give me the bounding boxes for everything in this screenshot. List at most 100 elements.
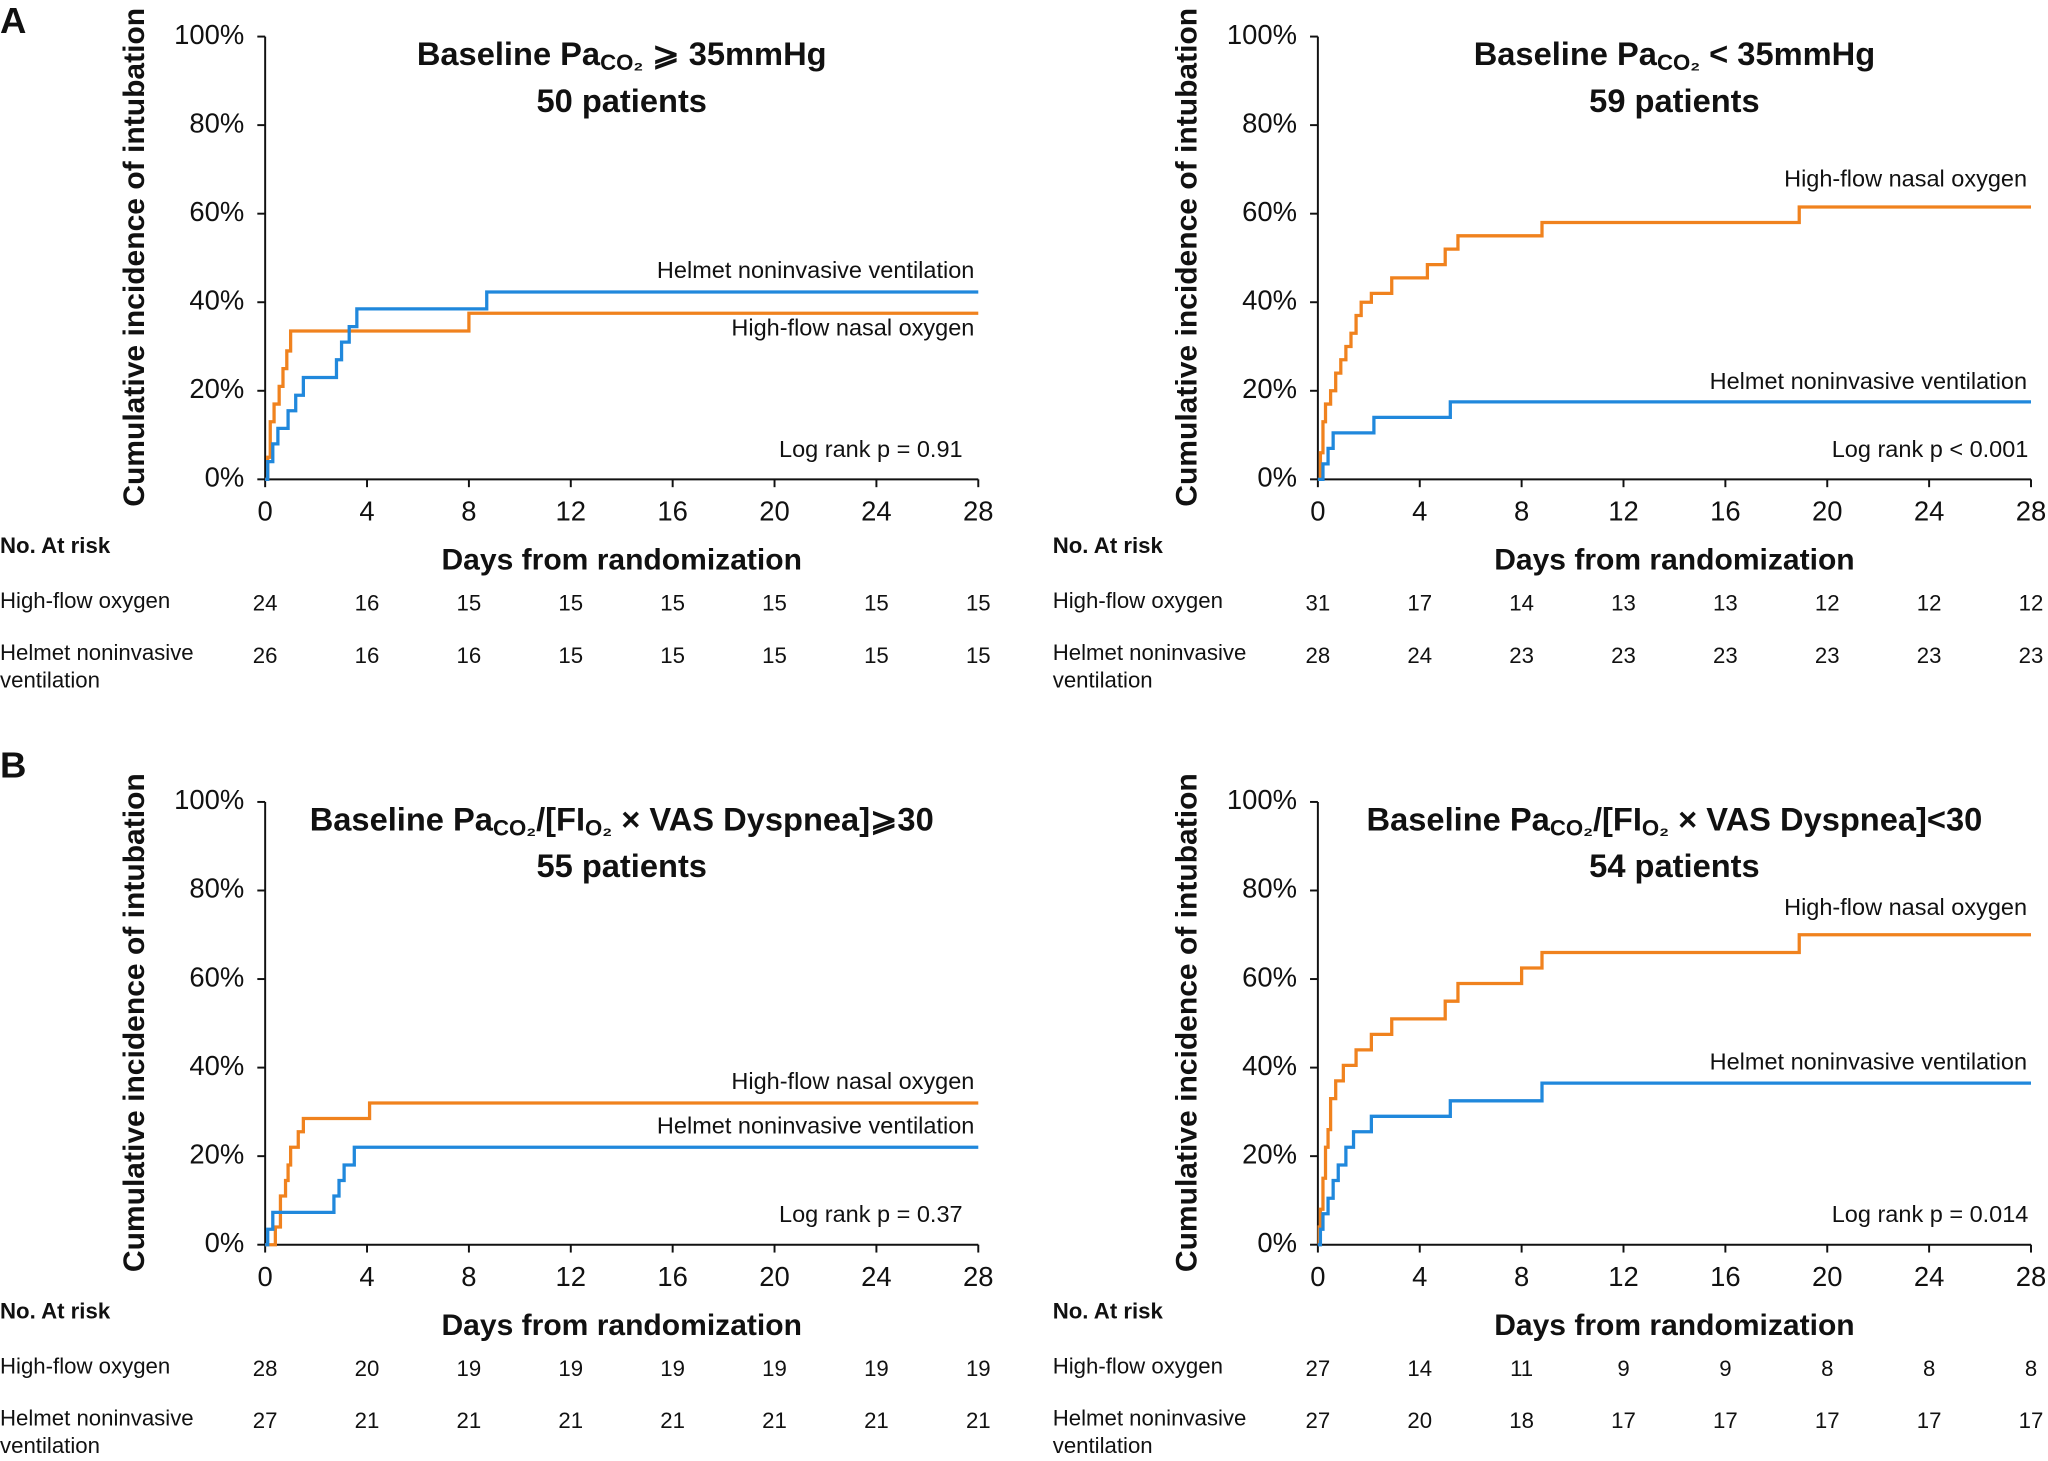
x-tick-label: 20 <box>759 496 789 527</box>
x-tick-label: 20 <box>1812 1261 1842 1292</box>
series-label: High-flow nasal oxygen <box>1784 165 2027 191</box>
title-part: × VAS Dyspnea]<30 <box>1669 800 1982 837</box>
risk-value: 12 <box>1917 591 1942 616</box>
risk-value: 13 <box>1611 591 1636 616</box>
y-axis-label: Cumulative incidence of intubation <box>118 773 151 1272</box>
x-tick-label: 16 <box>1710 496 1740 527</box>
km-curve <box>1317 400 2032 481</box>
risk-value: 14 <box>1509 591 1534 616</box>
y-tick-label: 40% <box>189 284 244 315</box>
series-label: High-flow nasal oxygen <box>731 1068 974 1094</box>
risk-value: 21 <box>660 1408 685 1433</box>
risk-value: 16 <box>457 643 482 668</box>
risk-value: 19 <box>558 1356 583 1381</box>
x-tick-label: 8 <box>1514 1261 1529 1292</box>
title-part: O₂ <box>1642 815 1669 840</box>
risk-value: 23 <box>1611 643 1636 668</box>
title-part: Baseline Pa <box>1367 800 1551 837</box>
risk-header: No. At risk <box>0 533 111 558</box>
title-part: /[FI <box>536 800 585 837</box>
title-part: Baseline Pa <box>310 800 494 837</box>
risk-row-label: ventilation <box>1053 668 1153 693</box>
y-tick-label: 100% <box>1227 784 1297 815</box>
risk-value: 15 <box>558 643 583 668</box>
title-part: O₂ <box>585 815 612 840</box>
km-curve <box>265 1145 979 1247</box>
y-tick-label: 0% <box>1257 1227 1297 1258</box>
x-tick-label: 0 <box>258 496 273 527</box>
risk-value: 17 <box>1407 591 1432 616</box>
x-tick-label: 28 <box>963 1261 993 1292</box>
series-label: Helmet noninvasive ventilation <box>1710 368 2027 394</box>
y-tick-label: 80% <box>1242 107 1297 138</box>
risk-value: 23 <box>1713 643 1738 668</box>
km-curve <box>265 1101 979 1247</box>
chart-subtitle: 54 patients <box>1589 847 1760 884</box>
y-tick-label: 20% <box>189 373 244 404</box>
km-curve <box>265 311 979 481</box>
x-tick-label: 4 <box>359 496 374 527</box>
risk-value: 17 <box>1611 1408 1636 1433</box>
risk-value: 23 <box>2019 643 2044 668</box>
chart-subtitle: 59 patients <box>1589 82 1760 119</box>
risk-value: 15 <box>457 591 482 616</box>
risk-row-label: Helmet noninvasive <box>0 640 194 665</box>
km-curve <box>265 290 979 481</box>
risk-value: 23 <box>1509 643 1534 668</box>
x-tick-label: 8 <box>461 496 476 527</box>
y-tick-label: 60% <box>189 961 244 992</box>
risk-value: 28 <box>1306 643 1331 668</box>
risk-value: 16 <box>355 591 380 616</box>
annotation: Log rank p = 0.91 <box>779 436 963 462</box>
x-tick-label: 28 <box>2016 1261 2046 1292</box>
x-tick-label: 0 <box>258 1261 273 1292</box>
title-part: CO₂ <box>1550 815 1593 840</box>
y-tick-label: 100% <box>174 784 244 815</box>
risk-header: No. At risk <box>1053 533 1164 558</box>
y-tick-label: 60% <box>1242 961 1297 992</box>
title-part: CO₂ <box>493 815 536 840</box>
x-tick-label: 16 <box>657 496 687 527</box>
y-tick-label: 40% <box>1242 1050 1297 1081</box>
panel-label: A <box>0 0 26 41</box>
x-tick-label: 24 <box>861 496 891 527</box>
chart-title: Baseline PaCO₂/[FIO₂ × VAS Dyspnea]<30 <box>1367 800 1983 840</box>
risk-value: 15 <box>966 591 991 616</box>
risk-value: 11 <box>1510 1356 1533 1381</box>
y-axis-label: Cumulative incidence of intubation <box>1171 773 1204 1272</box>
risk-row-label: Helmet noninvasive <box>1053 1406 1247 1431</box>
chart-subtitle: 55 patients <box>536 847 707 884</box>
x-tick-label: 12 <box>1608 496 1638 527</box>
risk-row-label: Helmet noninvasive <box>0 1406 194 1431</box>
risk-value: 18 <box>1509 1408 1534 1433</box>
x-tick-label: 20 <box>1812 496 1842 527</box>
risk-row-label: ventilation <box>0 1433 100 1458</box>
risk-value: 19 <box>660 1356 685 1381</box>
y-tick-label: 60% <box>189 196 244 227</box>
y-tick-label: 60% <box>1242 196 1297 227</box>
risk-value: 21 <box>864 1408 889 1433</box>
y-tick-label: 100% <box>1227 19 1297 50</box>
y-tick-label: 0% <box>1257 462 1297 493</box>
y-axis-label: Cumulative incidence of intubation <box>118 8 151 507</box>
chart-title: Baseline PaCO₂ < 35mmHg <box>1474 35 1875 75</box>
risk-value: 20 <box>1407 1408 1432 1433</box>
risk-row-label: High-flow oxygen <box>0 1353 170 1378</box>
y-axis-label: Cumulative incidence of intubation <box>1171 8 1204 507</box>
risk-value: 27 <box>253 1408 278 1433</box>
y-tick-label: 20% <box>189 1138 244 1169</box>
x-axis-label: Days from randomization <box>442 544 802 577</box>
risk-value: 19 <box>762 1356 787 1381</box>
x-tick-label: 0 <box>1310 496 1325 527</box>
risk-value: 15 <box>558 591 583 616</box>
risk-value: 15 <box>762 643 787 668</box>
risk-value: 17 <box>1713 1408 1738 1433</box>
title-part: CO₂ <box>1657 50 1700 75</box>
risk-value: 8 <box>1923 1356 1935 1381</box>
km-curve <box>1317 1081 2032 1247</box>
x-tick-label: 0 <box>1310 1261 1325 1292</box>
risk-value: 21 <box>762 1408 787 1433</box>
title-part: /[FI <box>1593 800 1642 837</box>
x-tick-label: 28 <box>963 496 993 527</box>
annotation: Log rank p = 0.014 <box>1832 1201 2029 1227</box>
